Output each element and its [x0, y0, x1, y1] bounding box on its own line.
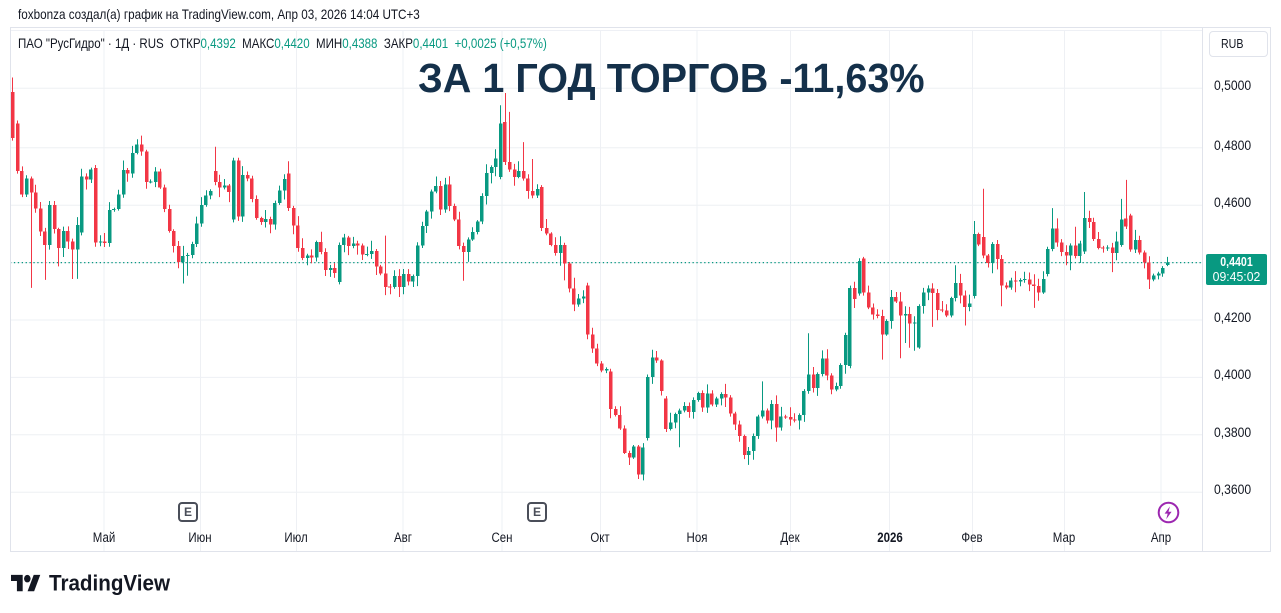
svg-text:TradingView: TradingView [49, 571, 170, 596]
